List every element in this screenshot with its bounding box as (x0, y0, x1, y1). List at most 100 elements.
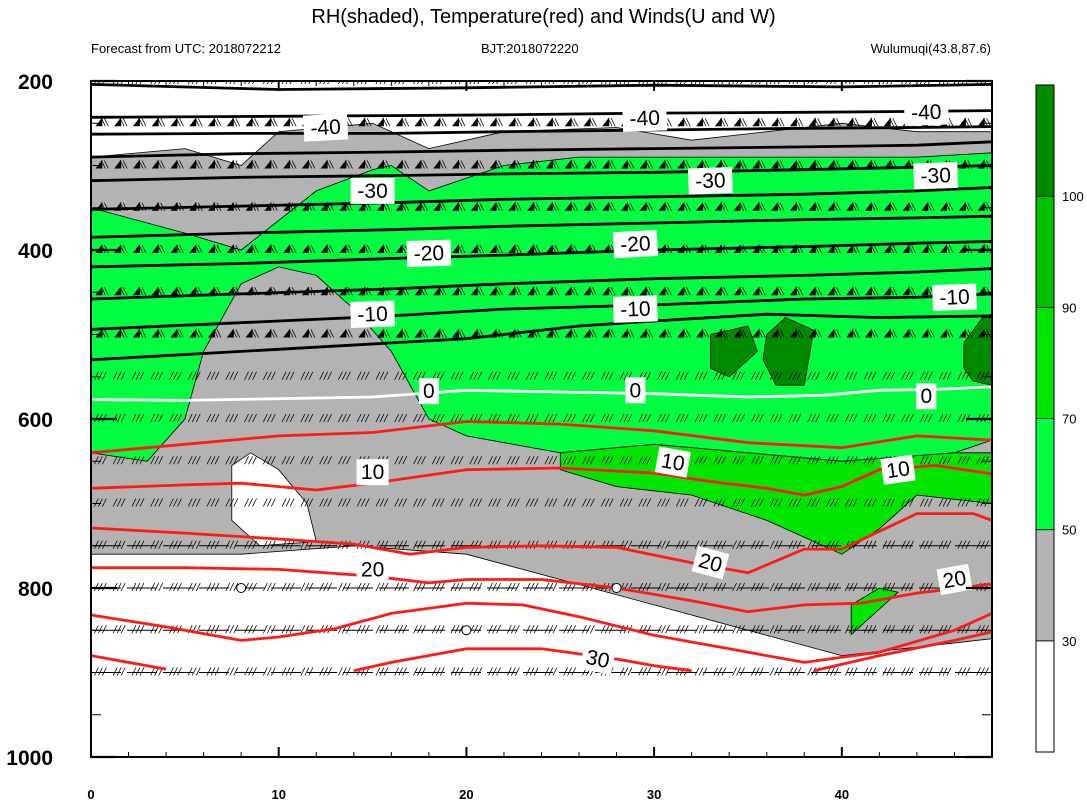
wind-barb (187, 456, 201, 465)
wind-barb (532, 118, 541, 127)
wind-barb (319, 667, 332, 676)
wind-barb-flag (208, 117, 216, 127)
wind-barb-flag (940, 244, 948, 253)
wind-barb (701, 287, 710, 296)
wind-barb (420, 329, 428, 338)
wind-barb (607, 202, 616, 211)
wind-barb-flag (902, 201, 910, 211)
contour-label-box (903, 98, 949, 127)
wind-barb-flag (771, 159, 779, 169)
wind-barb-flag (902, 328, 910, 338)
wind-barb-flag (658, 201, 666, 211)
wind-barb-flag (883, 328, 891, 338)
wind-barb (570, 202, 579, 211)
wind-barb (938, 456, 952, 465)
wind-barb (338, 667, 351, 676)
wind-barb (131, 413, 145, 423)
contour-label: 10 (880, 454, 916, 485)
wind-barb-flag (301, 244, 309, 253)
wind-barb-flag (489, 159, 497, 169)
contour-label-text: -20 (413, 242, 444, 266)
wind-barb (131, 625, 145, 634)
wind-barb (870, 329, 879, 338)
wind-barb (119, 244, 128, 254)
wind-barb (626, 329, 635, 338)
wind-barb (551, 202, 560, 211)
wind-barb (675, 81, 687, 85)
wind-barb (713, 498, 727, 507)
wind-barb (657, 625, 670, 634)
wind-barb (807, 498, 821, 507)
wind-barb-flag (921, 244, 929, 253)
wind-barb (938, 667, 952, 676)
contour-label-text: 10 (361, 461, 384, 484)
wind-barb (795, 329, 804, 338)
wind-barb (469, 582, 483, 592)
wind-barb-flag (977, 201, 985, 211)
wind-barb (600, 413, 614, 423)
wind-barb (807, 456, 821, 465)
wind-barb (119, 160, 128, 169)
wind-barb (720, 202, 729, 211)
wind-barb (701, 118, 710, 127)
wind-barb (476, 118, 485, 127)
wind-barb (394, 413, 408, 423)
wind-barb (945, 329, 954, 338)
wind-barb (788, 81, 799, 85)
wind-barb (732, 540, 745, 549)
temperature-contour-positive (91, 601, 992, 664)
wind-barb (983, 118, 991, 127)
wind-barb (488, 582, 501, 592)
contour-label-box (880, 454, 916, 485)
wind-barb (844, 625, 858, 634)
wind-barb (626, 287, 635, 296)
wind-barb (638, 540, 652, 549)
wind-barb (476, 202, 485, 211)
wind-barb (213, 160, 222, 169)
wind-barb (94, 540, 107, 549)
wind-barb-flag (977, 328, 985, 338)
wind-barb-flag (583, 201, 591, 211)
wind-barb (525, 371, 539, 380)
wind-barb-flag (264, 328, 272, 338)
wind-barb (732, 371, 745, 380)
wind-barb (307, 329, 316, 338)
wind-barb (788, 540, 802, 549)
y-tick-label: 1000 (6, 747, 53, 770)
wind-barb-flag (320, 328, 328, 338)
wind-barb (589, 329, 597, 338)
wind-barb-flag (733, 117, 741, 127)
wind-barb-flag (189, 117, 197, 127)
wind-barb (206, 582, 220, 592)
wind-barb (664, 329, 672, 338)
wind-barb (589, 287, 597, 296)
wind-barb (206, 540, 220, 549)
temperature-contour-zero (91, 385, 992, 402)
wind-barb (732, 456, 745, 465)
wind-barb-flag (827, 159, 835, 169)
wind-barb (375, 371, 389, 380)
wind-barb (469, 456, 483, 465)
contour-label: -20 (406, 239, 452, 268)
wind-barb-flag (489, 117, 497, 127)
contour-label-box (687, 166, 733, 195)
wind-barb (281, 413, 295, 423)
wind-barb (788, 498, 802, 507)
wind-barb (225, 582, 239, 592)
wind-barb (694, 413, 708, 423)
wind-barb (375, 413, 389, 423)
wind-barb-flag (658, 328, 666, 338)
wind-barb-flag (977, 117, 985, 127)
wind-barb (926, 244, 935, 254)
x-tick-label: 0 (87, 787, 94, 802)
wind-barb (375, 81, 386, 85)
wind-barb-flag (696, 328, 704, 338)
wind-barb (438, 118, 447, 127)
wind-barb (300, 371, 314, 380)
wind-barb (262, 456, 276, 465)
wind-barb-flag (452, 201, 460, 211)
y-tick-label: 800 (18, 578, 53, 601)
wind-barb-flag (95, 328, 103, 338)
wind-barb (187, 81, 199, 85)
